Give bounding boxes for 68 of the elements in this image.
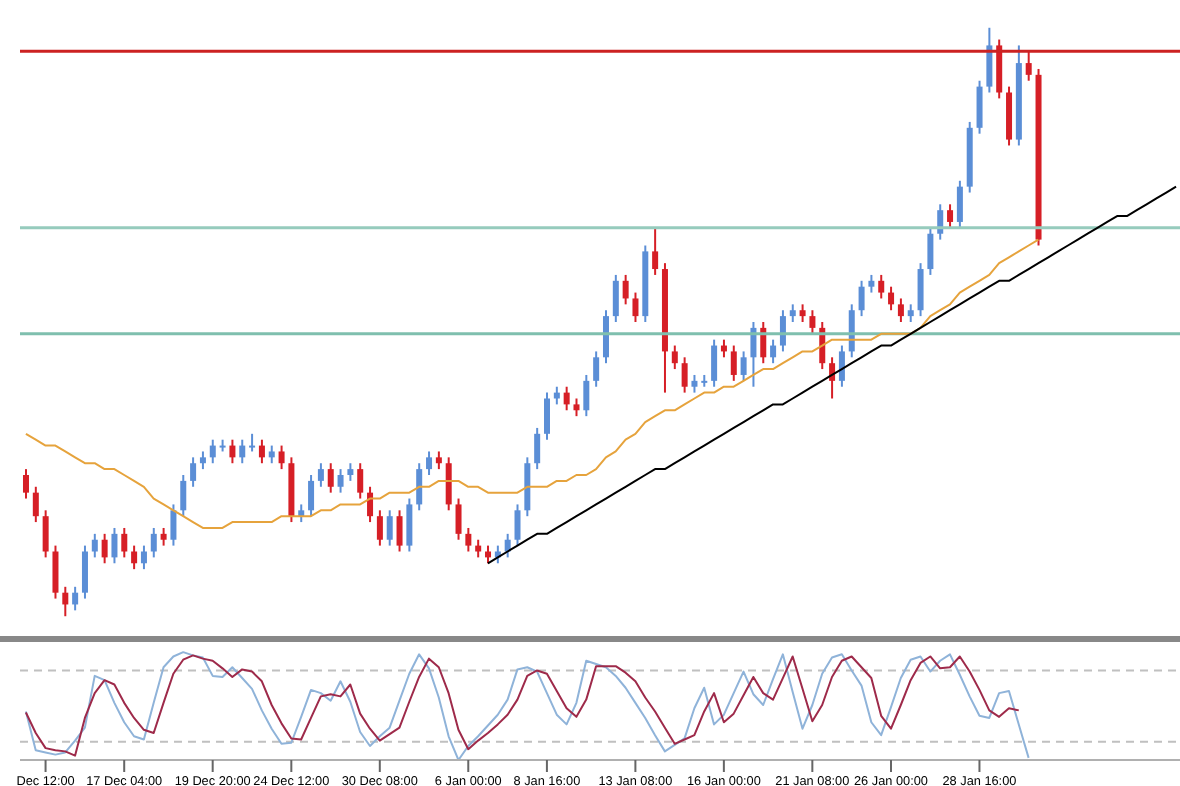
candlestick xyxy=(180,474,187,518)
candlestick xyxy=(956,179,963,229)
candlestick xyxy=(947,203,954,229)
candlestick xyxy=(858,279,865,318)
candlestick xyxy=(317,462,324,488)
candlestick xyxy=(917,262,924,318)
candlestick xyxy=(406,497,413,553)
candlestick xyxy=(416,462,423,512)
candlestick xyxy=(465,526,472,553)
candlestick xyxy=(327,462,334,494)
candlestick xyxy=(612,273,619,323)
candlestick xyxy=(514,503,521,547)
candlestick xyxy=(376,509,383,547)
candlestick xyxy=(72,585,79,612)
candlestick xyxy=(258,438,265,465)
candlestick xyxy=(740,350,747,382)
candlestick xyxy=(681,356,688,394)
candlestick xyxy=(888,285,895,312)
candlestick xyxy=(52,544,59,600)
candlestick xyxy=(150,526,157,559)
candlestick xyxy=(671,344,678,371)
candlestick xyxy=(190,456,197,488)
candlestick xyxy=(111,526,118,565)
candlestick xyxy=(22,468,29,500)
candlestick xyxy=(927,226,934,276)
candlestick xyxy=(131,544,138,571)
candlestick xyxy=(140,544,147,571)
candlestick xyxy=(897,297,904,323)
candlestick xyxy=(42,509,49,559)
candlestick xyxy=(838,344,845,388)
candlestick xyxy=(632,291,639,323)
candlestick xyxy=(524,456,531,518)
candlestick xyxy=(445,456,452,512)
candlestick xyxy=(652,226,659,276)
candlestick xyxy=(730,344,737,382)
candlestick xyxy=(711,338,718,388)
candlestick xyxy=(534,426,541,471)
candlestick xyxy=(357,462,364,500)
candlestick xyxy=(426,450,433,476)
candlestick xyxy=(622,273,629,306)
candlestick xyxy=(62,585,69,618)
candlestick xyxy=(229,438,236,465)
candlestick xyxy=(170,503,177,547)
candlestick xyxy=(986,26,993,94)
candlestick xyxy=(32,485,39,524)
candlestick xyxy=(779,309,786,353)
candlestick xyxy=(455,497,462,541)
candlestick xyxy=(337,468,344,494)
candlestick xyxy=(101,532,108,565)
candlestick xyxy=(239,438,246,465)
candlestick xyxy=(386,509,393,547)
candlestick xyxy=(91,532,98,559)
candlestick xyxy=(976,79,983,135)
candlestick xyxy=(396,509,403,553)
candlestick xyxy=(602,309,609,365)
candlestick xyxy=(209,438,216,465)
candlestick xyxy=(121,526,128,559)
candlestick xyxy=(308,474,315,518)
candlestick xyxy=(809,309,816,335)
candlestick xyxy=(770,338,777,365)
candlestick xyxy=(544,391,550,441)
candlestick xyxy=(1006,85,1013,147)
candlestick xyxy=(81,544,88,600)
candlestick xyxy=(278,444,285,471)
candlestick xyxy=(878,273,885,300)
candlestick xyxy=(583,373,590,418)
candlestick xyxy=(563,385,570,412)
candlestick xyxy=(593,350,600,388)
